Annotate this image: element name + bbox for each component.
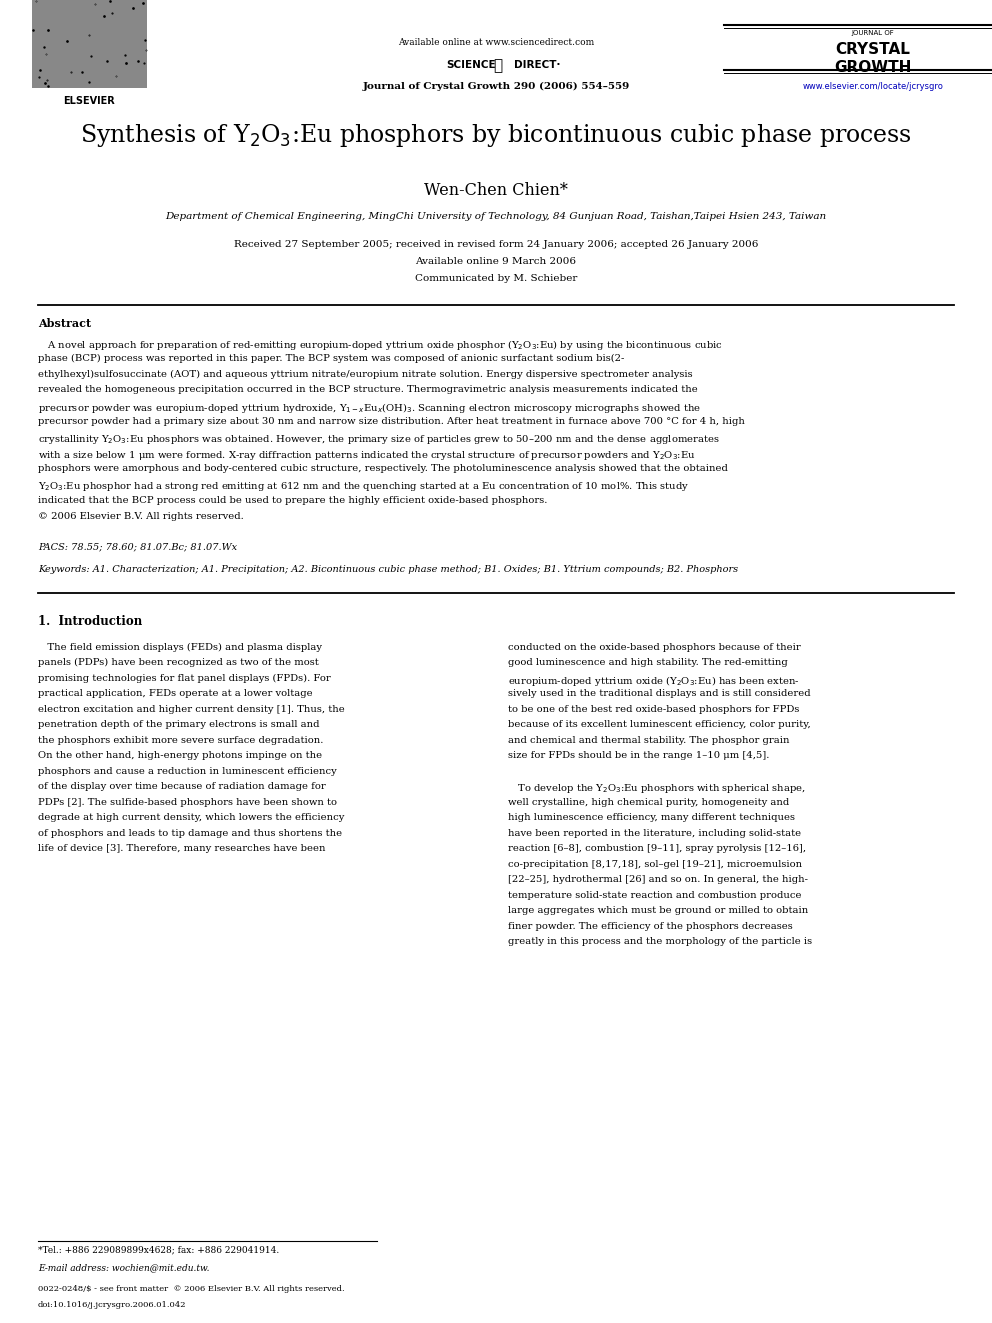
Text: Journal of Crystal Growth 290 (2006) 554–559: Journal of Crystal Growth 290 (2006) 554… [362, 82, 630, 91]
Text: reaction [6–8], combustion [9–11], spray pyrolysis [12–16],: reaction [6–8], combustion [9–11], spray… [508, 844, 806, 853]
Text: © 2006 Elsevier B.V. All rights reserved.: © 2006 Elsevier B.V. All rights reserved… [38, 512, 244, 521]
Text: size for FPDs should be in the range 1–10 μm [4,5].: size for FPDs should be in the range 1–1… [508, 751, 770, 761]
Text: DIRECT·: DIRECT· [514, 60, 560, 70]
Text: temperature solid-state reaction and combustion produce: temperature solid-state reaction and com… [508, 890, 802, 900]
Text: phosphors were amorphous and body-centered cubic structure, respectively. The ph: phosphors were amorphous and body-center… [38, 464, 728, 474]
Text: The field emission displays (FEDs) and plasma display: The field emission displays (FEDs) and p… [38, 643, 322, 652]
Text: ELSEVIER: ELSEVIER [63, 97, 115, 106]
Text: electron excitation and higher current density [1]. Thus, the: electron excitation and higher current d… [38, 705, 345, 713]
Text: 0022-0248/$ - see front matter  © 2006 Elsevier B.V. All rights reserved.: 0022-0248/$ - see front matter © 2006 El… [38, 1285, 344, 1293]
Text: Department of Chemical Engineering, MingChi University of Technology, 84 Gunjuan: Department of Chemical Engineering, Ming… [166, 212, 826, 221]
Text: of phosphors and leads to tip damage and thus shortens the: of phosphors and leads to tip damage and… [38, 828, 342, 837]
Text: phosphors and cause a reduction in luminescent efficiency: phosphors and cause a reduction in lumin… [38, 766, 336, 775]
Text: SCIENCE: SCIENCE [446, 60, 496, 70]
Text: PACS: 78.55; 78.60; 81.07.Bc; 81.07.Wx: PACS: 78.55; 78.60; 81.07.Bc; 81.07.Wx [38, 542, 237, 552]
Text: finer powder. The efficiency of the phosphors decreases: finer powder. The efficiency of the phos… [508, 922, 793, 930]
Text: Received 27 September 2005; received in revised form 24 January 2006; accepted 2: Received 27 September 2005; received in … [234, 239, 758, 249]
Text: because of its excellent luminescent efficiency, color purity,: because of its excellent luminescent eff… [508, 720, 810, 729]
Text: doi:10.1016/j.jcrysgro.2006.01.042: doi:10.1016/j.jcrysgro.2006.01.042 [38, 1301, 186, 1308]
Text: promising technologies for flat panel displays (FPDs). For: promising technologies for flat panel di… [38, 673, 330, 683]
Text: Synthesis of Y$_2$O$_3$:Eu phosphors by bicontinuous cubic phase process: Synthesis of Y$_2$O$_3$:Eu phosphors by … [80, 122, 912, 149]
Text: Keywords: A1. Characterization; A1. Precipitation; A2. Bicontinuous cubic phase : Keywords: A1. Characterization; A1. Prec… [38, 565, 738, 574]
Text: penetration depth of the primary electrons is small and: penetration depth of the primary electro… [38, 720, 319, 729]
Text: precursor powder had a primary size about 30 nm and narrow size distribution. Af: precursor powder had a primary size abou… [38, 417, 745, 426]
Text: the phosphors exhibit more severe surface degradation.: the phosphors exhibit more severe surfac… [38, 736, 323, 745]
Text: greatly in this process and the morphology of the particle is: greatly in this process and the morpholo… [508, 937, 812, 946]
Text: E-mail address: wochien@mit.edu.tw.: E-mail address: wochien@mit.edu.tw. [38, 1263, 209, 1271]
Text: CRYSTAL: CRYSTAL [835, 42, 911, 57]
Text: sively used in the traditional displays and is still considered: sively used in the traditional displays … [508, 689, 810, 699]
Text: co-precipitation [8,17,18], sol–gel [19–21], microemulsion: co-precipitation [8,17,18], sol–gel [19–… [508, 860, 803, 869]
Text: indicated that the BCP process could be used to prepare the highly efficient oxi: indicated that the BCP process could be … [38, 496, 548, 505]
Text: to be one of the best red oxide-based phosphors for FPDs: to be one of the best red oxide-based ph… [508, 705, 800, 713]
Text: Abstract: Abstract [38, 318, 91, 329]
Text: 1.  Introduction: 1. Introduction [38, 615, 142, 627]
FancyBboxPatch shape [32, 0, 147, 89]
Text: large aggregates which must be ground or milled to obtain: large aggregates which must be ground or… [508, 906, 808, 916]
Text: ⓓ: ⓓ [493, 58, 503, 73]
Text: precursor powder was europium-doped yttrium hydroxide, Y$_{1-x}$Eu$_x$(OH)$_3$. : precursor powder was europium-doped yttr… [38, 401, 701, 415]
Text: Wen-Chen Chien*: Wen-Chen Chien* [424, 183, 568, 198]
Text: On the other hand, high-energy photons impinge on the: On the other hand, high-energy photons i… [38, 751, 322, 761]
Text: degrade at high current density, which lowers the efficiency: degrade at high current density, which l… [38, 814, 344, 822]
Text: conducted on the oxide-based phosphors because of their: conducted on the oxide-based phosphors b… [508, 643, 801, 652]
Text: revealed the homogeneous precipitation occurred in the BCP structure. Thermograv: revealed the homogeneous precipitation o… [38, 385, 697, 394]
Text: and chemical and thermal stability. The phosphor grain: and chemical and thermal stability. The … [508, 736, 790, 745]
Text: A novel approach for preparation of red-emitting europium-doped yttrium oxide ph: A novel approach for preparation of red-… [38, 337, 723, 352]
Text: www.elsevier.com/locate/jcrysgro: www.elsevier.com/locate/jcrysgro [803, 82, 943, 91]
Text: have been reported in the literature, including solid-state: have been reported in the literature, in… [508, 828, 802, 837]
Text: panels (PDPs) have been recognized as two of the most: panels (PDPs) have been recognized as tw… [38, 658, 318, 667]
Text: JOURNAL OF: JOURNAL OF [851, 30, 895, 36]
Text: PDPs [2]. The sulfide-based phosphors have been shown to: PDPs [2]. The sulfide-based phosphors ha… [38, 798, 337, 807]
Text: ethylhexyl)sulfosuccinate (AOT) and aqueous yttrium nitrate/europium nitrate sol: ethylhexyl)sulfosuccinate (AOT) and aque… [38, 369, 692, 378]
Text: well crystalline, high chemical purity, homogeneity and: well crystalline, high chemical purity, … [508, 798, 790, 807]
Text: good luminescence and high stability. The red-emitting: good luminescence and high stability. Th… [508, 658, 788, 667]
Text: *Tel.: +886 229089899x4628; fax: +886 229041914.: *Tel.: +886 229089899x4628; fax: +886 22… [38, 1245, 280, 1254]
Text: phase (BCP) process was reported in this paper. The BCP system was composed of a: phase (BCP) process was reported in this… [38, 353, 624, 363]
Text: life of device [3]. Therefore, many researches have been: life of device [3]. Therefore, many rese… [38, 844, 325, 853]
Text: Y$_2$O$_3$:Eu phosphor had a strong red emitting at 612 nm and the quenching sta: Y$_2$O$_3$:Eu phosphor had a strong red … [38, 480, 689, 493]
Text: GROWTH: GROWTH [834, 60, 912, 75]
Text: of the display over time because of radiation damage for: of the display over time because of radi… [38, 782, 325, 791]
Text: [22–25], hydrothermal [26] and so on. In general, the high-: [22–25], hydrothermal [26] and so on. In… [508, 875, 808, 884]
Text: with a size below 1 μm were formed. X-ray diffraction patterns indicated the cry: with a size below 1 μm were formed. X-ra… [38, 448, 695, 462]
Text: practical application, FEDs operate at a lower voltage: practical application, FEDs operate at a… [38, 689, 312, 699]
Text: europium-doped yttrium oxide (Y$_2$O$_3$:Eu) has been exten-: europium-doped yttrium oxide (Y$_2$O$_3$… [508, 673, 800, 688]
Text: high luminescence efficiency, many different techniques: high luminescence efficiency, many diffe… [508, 814, 795, 822]
Text: crystallinity Y$_2$O$_3$:Eu phosphors was obtained. However, the primary size of: crystallinity Y$_2$O$_3$:Eu phosphors wa… [38, 433, 719, 446]
Text: To develop the Y$_2$O$_3$:Eu phosphors with spherical shape,: To develop the Y$_2$O$_3$:Eu phosphors w… [508, 782, 806, 795]
Text: Communicated by M. Schieber: Communicated by M. Schieber [415, 274, 577, 283]
Text: Available online at www.sciencedirect.com: Available online at www.sciencedirect.co… [398, 38, 594, 48]
Text: Available online 9 March 2006: Available online 9 March 2006 [416, 257, 576, 266]
